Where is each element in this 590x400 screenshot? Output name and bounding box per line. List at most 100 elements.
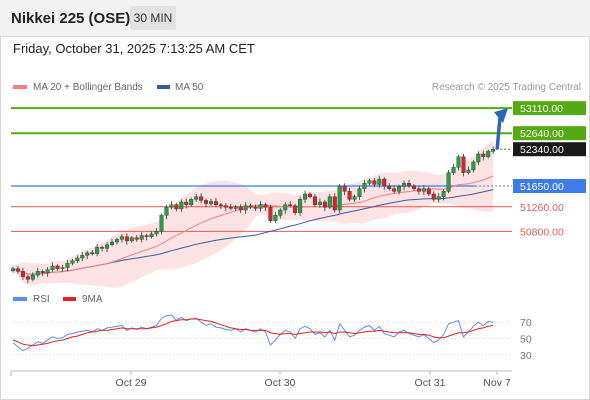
candle	[347, 191, 352, 200]
candle	[243, 205, 248, 211]
x-tick-label: Nov 7	[483, 377, 511, 389]
candle	[392, 188, 397, 192]
candle	[273, 215, 278, 221]
candle	[204, 200, 209, 204]
candle	[431, 193, 436, 200]
price-label: 51260.00	[520, 202, 564, 214]
legend-label: MA 20 + Bollinger Bands	[33, 82, 143, 93]
candle	[134, 237, 139, 240]
candle	[486, 151, 491, 157]
candle	[10, 268, 15, 271]
candle	[283, 204, 288, 211]
rsi-tick-label: 70	[520, 317, 532, 329]
rsi-tick-label: 50	[520, 334, 532, 346]
candle	[20, 271, 25, 277]
candle	[456, 156, 461, 168]
x-tick-label: Oct 29	[116, 377, 147, 389]
price-label: 52340.00	[520, 144, 564, 156]
timeframe-button[interactable]: 30 MIN	[130, 6, 176, 30]
legend-swatch-rsi	[13, 297, 27, 301]
page-title: Nikkei 225 (OSE)	[11, 10, 131, 27]
candle	[65, 263, 70, 268]
candle	[466, 169, 471, 173]
candle	[75, 257, 80, 261]
candle	[174, 204, 179, 210]
candle	[184, 201, 189, 205]
candle	[253, 207, 258, 209]
legend-swatch-ma20	[13, 85, 27, 89]
candle	[278, 209, 283, 216]
candle	[357, 188, 362, 197]
candle	[80, 255, 85, 259]
bollinger-band	[13, 140, 494, 288]
candle	[179, 201, 184, 210]
candle	[95, 247, 100, 254]
candle	[233, 206, 238, 209]
candle	[149, 233, 154, 237]
candle	[362, 183, 367, 189]
candle	[70, 260, 75, 264]
candle	[50, 265, 55, 270]
candle	[337, 185, 342, 211]
price-label: 52640.00	[520, 128, 564, 140]
candle	[387, 185, 392, 189]
price-label: 53110.00	[520, 103, 563, 115]
header-bar: Nikkei 225 (OSE) 30 MIN	[0, 0, 590, 37]
rsi-line	[12, 314, 494, 352]
candle	[218, 204, 223, 206]
candle	[263, 204, 268, 208]
candle	[223, 205, 228, 208]
candle	[25, 276, 30, 280]
candle	[352, 196, 357, 200]
candle	[189, 199, 194, 205]
candle	[382, 178, 387, 187]
forecast-arrow	[495, 116, 502, 150]
candle	[332, 196, 337, 211]
timestamp: Friday, October 31, 2025 7:13:25 AM CET	[13, 41, 255, 56]
candle	[159, 215, 164, 232]
candle	[258, 204, 263, 209]
legend-swatch-ma50	[157, 85, 170, 89]
candle	[476, 153, 481, 163]
candle	[124, 236, 129, 242]
candle	[436, 196, 441, 200]
candle	[144, 235, 149, 237]
candle	[45, 269, 50, 274]
copyright-text: Research © 2025 Trading Central	[432, 82, 581, 93]
candle	[397, 186, 402, 192]
candle	[407, 183, 412, 187]
price-tag	[513, 179, 586, 193]
candle	[35, 271, 40, 276]
candle	[471, 161, 476, 171]
candle	[169, 204, 174, 208]
candle	[268, 207, 273, 221]
x-tick-label: Oct 30	[265, 377, 296, 389]
candle	[129, 237, 134, 242]
candle	[461, 156, 466, 173]
candle	[228, 207, 233, 209]
candle	[105, 244, 110, 249]
candle	[421, 188, 426, 192]
candle	[411, 185, 416, 189]
candle	[293, 205, 298, 213]
candle	[85, 252, 90, 256]
candle	[416, 188, 421, 192]
candle	[367, 180, 372, 184]
candle	[114, 239, 119, 243]
candle	[199, 196, 204, 201]
legend-label: 9MA	[82, 294, 103, 305]
candle	[238, 206, 243, 211]
forecast-arrow-head	[494, 108, 508, 124]
candle	[377, 178, 382, 185]
candle	[288, 204, 293, 206]
rsi-ma-line	[12, 318, 494, 347]
candle	[90, 252, 95, 254]
candle	[213, 201, 218, 205]
price-label: 51650.00	[520, 181, 564, 193]
candle	[194, 196, 199, 200]
candle	[164, 207, 169, 216]
price-label: 50800.00	[520, 226, 564, 238]
candle	[298, 199, 303, 213]
candle	[100, 247, 105, 249]
price-tag	[513, 126, 586, 141]
